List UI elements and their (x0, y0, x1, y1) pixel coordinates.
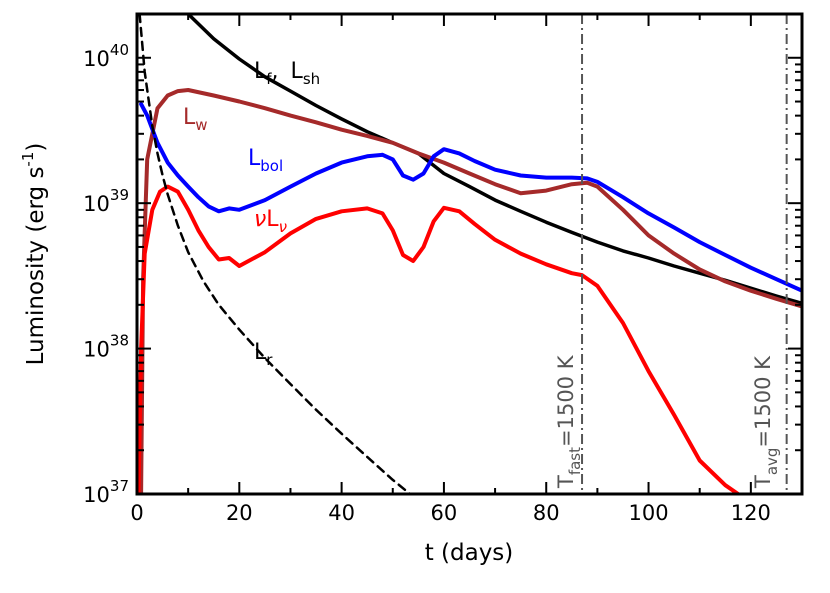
label-tavg-rest: =1500 K (751, 355, 775, 448)
y-tick-label: 1038 (83, 332, 129, 362)
label-nulnu-nu: ν (254, 207, 266, 232)
label-lw: Lw (183, 105, 208, 134)
label-tfast: Tfast=1500 K (554, 354, 584, 489)
series-line-Lr (138, 14, 413, 494)
label-nulnu-sub: ν (279, 218, 287, 236)
series-line-nuLnu (137, 184, 741, 494)
vline-layer (581, 14, 788, 494)
label-lsh-sub: sh (303, 70, 320, 88)
label-tfast-sub: fast (566, 447, 584, 475)
series-line-Lfsh (186, 14, 802, 306)
label-lbol-main: L (248, 146, 261, 171)
label-tavg-sub: avg (763, 448, 781, 476)
x-tick-label: 60 (431, 501, 458, 525)
series-layer (137, 14, 802, 494)
label-nulnu: νLν (254, 207, 287, 236)
series-line-Lbol (139, 102, 802, 293)
label-comma: , (272, 59, 279, 84)
x-tick-label: 40 (328, 501, 355, 525)
y-axis-title-close: ) (23, 143, 49, 152)
x-tick-label: 100 (628, 501, 668, 525)
y-axis-title: Luminosity (erg s-1) (19, 143, 49, 366)
x-tick-label: 20 (226, 501, 253, 525)
label-lf-sub: f (266, 70, 272, 88)
x-axis-title: t (days) (425, 540, 514, 566)
x-axis: 0 20 40 60 80 100 120 (130, 14, 771, 525)
label-tfast-t: T (554, 475, 578, 489)
label-lw-main: L (183, 105, 196, 130)
plot-frame (135, 12, 804, 496)
x-tick-label: 0 (130, 501, 143, 525)
label-tavg-t: T (751, 475, 775, 489)
label-tavg: Tavg=1500 K (751, 355, 781, 489)
label-lsh-main: L (291, 59, 304, 84)
y-axis-title-main: Luminosity (erg s (23, 167, 49, 366)
label-lbol-sub: bol (260, 157, 283, 175)
x-tick-label: 120 (731, 501, 771, 525)
label-tfast-rest: =1500 K (554, 354, 578, 447)
y-tick-label: 1040 (83, 41, 129, 71)
series-line-Lw (139, 88, 802, 494)
y-axis: 1037 1038 1039 1040 (83, 13, 802, 507)
y-axis-title-sup: -1 (19, 152, 37, 167)
y-tick-label: 1037 (83, 477, 129, 507)
label-lr-main: L (254, 340, 267, 365)
x-tick-label: 80 (533, 501, 560, 525)
y-tick-label: 1039 (83, 186, 129, 216)
label-lf-main: L (254, 59, 267, 84)
label-lr-sub: r (266, 351, 273, 369)
label-lbol: Lbol (248, 146, 283, 175)
label-nulnu-main: L (266, 207, 279, 232)
label-lr: Lr (254, 340, 273, 369)
label-lf-lsh: Lf, Lsh (254, 59, 320, 88)
label-lw-sub: w (195, 116, 207, 134)
